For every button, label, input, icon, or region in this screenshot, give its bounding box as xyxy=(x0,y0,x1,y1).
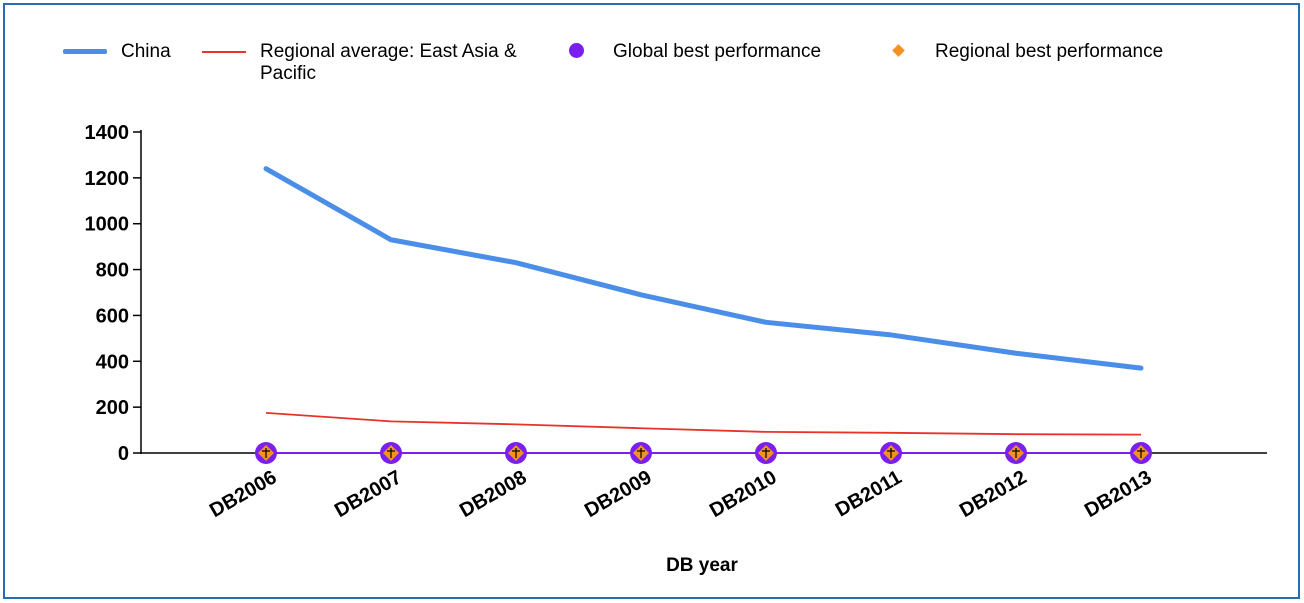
regional-best-point xyxy=(1008,445,1024,461)
x-tick-label: DB2011 xyxy=(832,466,906,521)
legend-item-china: China xyxy=(63,41,171,63)
regional-best-point xyxy=(1133,445,1149,461)
legend-item-regional-average: Regional average: East Asia & Pacific xyxy=(202,41,542,85)
y-tick-label: 200 xyxy=(96,397,129,419)
chart-frame: China Regional average: East Asia & Paci… xyxy=(3,3,1300,599)
regional-best-point xyxy=(758,445,774,461)
x-tick-label: DB2008 xyxy=(456,466,531,522)
y-axis: 0 200 400 600 800 1000 1200 1400 xyxy=(85,122,142,465)
marker-layer xyxy=(255,442,1152,464)
series-line-regional-average xyxy=(265,411,1142,436)
regional-best-point xyxy=(508,445,524,461)
regional-best-point xyxy=(258,445,274,461)
y-tick-label: 800 xyxy=(96,260,129,282)
series-line-china xyxy=(263,166,1144,371)
y-tick-label: 1200 xyxy=(85,168,130,190)
y-tick-label: 1000 xyxy=(85,214,130,236)
regional-best-point xyxy=(633,445,649,461)
x-tick-label: DB2009 xyxy=(581,466,656,522)
regional-best-point xyxy=(883,445,899,461)
x-tick-label: DB2007 xyxy=(331,466,406,522)
x-tick-label: DB2012 xyxy=(956,466,1031,522)
legend-label-regional-average: Regional average: East Asia & Pacific xyxy=(260,41,517,84)
y-tick-label: 600 xyxy=(96,305,129,327)
legend-swatch-global-best xyxy=(555,41,599,59)
y-tick-label: 1400 xyxy=(85,122,130,144)
legend-swatch-regional-average xyxy=(202,41,246,59)
legend-swatch-china xyxy=(63,41,107,59)
y-tick-label: 400 xyxy=(96,351,129,373)
x-axis: DB2006 DB2007 DB2008 DB2009 DB2010 DB2011 DB20… xyxy=(141,452,1267,522)
series-layer xyxy=(263,166,1144,454)
y-tick-label: 0 xyxy=(118,443,129,465)
legend-item-regional-best: Regional best performance xyxy=(877,41,1163,63)
legend-label-global-best: Global best performance xyxy=(613,41,822,62)
legend-label-regional-best: Regional best performance xyxy=(935,41,1164,62)
x-tick-label: DB2010 xyxy=(706,466,781,522)
legend-item-global-best: Global best performance xyxy=(555,41,821,63)
regional-best-point xyxy=(383,445,399,461)
x-tick-label: DB2006 xyxy=(206,466,281,522)
legend: China Regional average: East Asia & Paci… xyxy=(5,5,1302,105)
x-axis-title: DB year xyxy=(666,555,738,576)
x-tick-label: DB2013 xyxy=(1081,466,1156,522)
legend-label-china: China xyxy=(121,41,171,62)
